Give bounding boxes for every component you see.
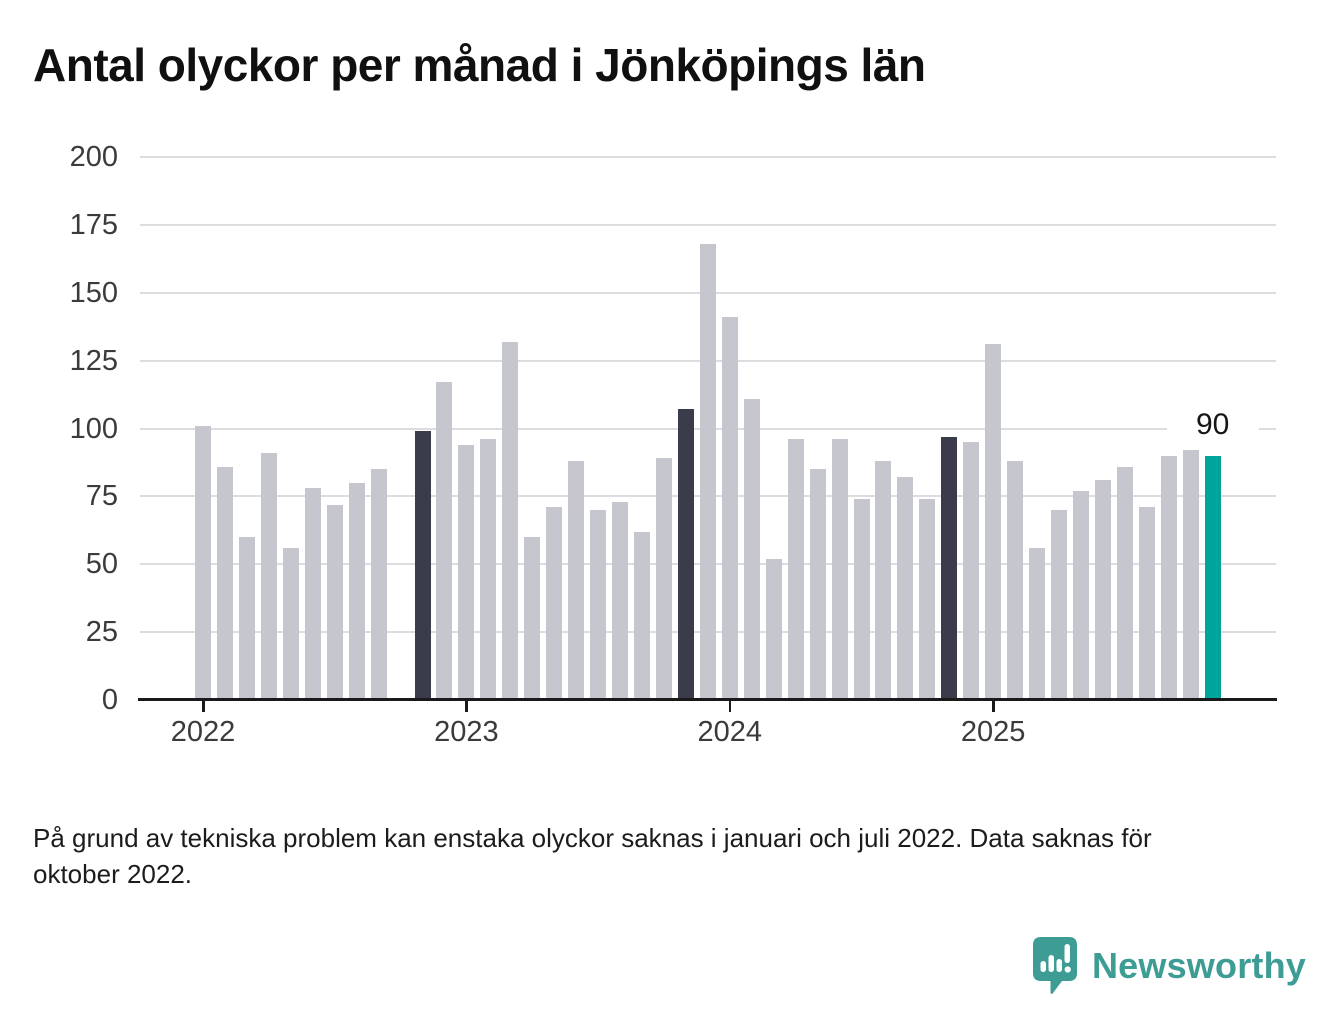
bar (195, 425, 211, 700)
bar (1007, 461, 1024, 700)
x-axis-label: 2022 (170, 716, 236, 748)
bar (568, 461, 585, 700)
bar (282, 547, 299, 700)
gridline (140, 223, 1276, 226)
bar (546, 507, 563, 700)
bar (634, 531, 650, 700)
x-axis-tick (992, 701, 995, 712)
footnote-line-1: På grund av tekniska problem kan enstaka… (33, 823, 1152, 853)
newsworthy-wordmark: Newsworthy (1091, 945, 1306, 986)
bar (831, 439, 848, 700)
bar (1073, 490, 1089, 700)
x-axis-label: 2024 (697, 716, 763, 748)
gridline (140, 156, 1276, 158)
bar (414, 431, 431, 700)
y-axis-label: 75 (85, 480, 118, 513)
bar (809, 469, 826, 700)
bar (238, 537, 255, 700)
bar (348, 482, 365, 700)
bar (590, 509, 607, 700)
y-axis-label: 25 (85, 616, 118, 649)
bar (963, 442, 980, 700)
bar (612, 501, 629, 700)
bar (304, 488, 321, 700)
x-axis-tick (202, 701, 205, 712)
bar (1051, 509, 1068, 700)
bar (370, 469, 387, 700)
bar (260, 452, 277, 700)
bar (1116, 466, 1133, 700)
bar (875, 461, 892, 700)
bar (1029, 547, 1046, 700)
chart-title: Antal olyckor per månad i Jönköpings län (33, 39, 926, 91)
bar (743, 398, 760, 700)
bar (326, 504, 343, 700)
y-axis-label: 150 (69, 276, 118, 309)
bar (216, 466, 233, 700)
bar-value-label: 90 (1166, 407, 1259, 442)
bar (480, 439, 497, 700)
y-axis-label: 175 (69, 208, 118, 241)
y-axis-label: 125 (69, 344, 118, 377)
attribution: Newsworthy (1032, 936, 1306, 996)
bar (765, 558, 782, 700)
bar (502, 341, 519, 700)
footnote-line-2: oktober 2022. (33, 859, 193, 889)
bar (677, 409, 694, 700)
bar (655, 458, 672, 700)
y-axis-label: 200 (69, 141, 118, 173)
bar (941, 436, 958, 700)
y-axis-label: 0 (101, 684, 118, 716)
bar (436, 382, 453, 700)
bar (699, 243, 716, 700)
y-axis-label: 100 (69, 412, 118, 445)
x-axis-label: 2025 (960, 716, 1026, 748)
bar (1138, 507, 1155, 700)
x-axis-label: 2023 (434, 716, 499, 748)
bar (524, 537, 541, 700)
bar (985, 344, 1002, 700)
bar (787, 439, 804, 700)
bar (1160, 455, 1177, 700)
bar (853, 499, 870, 700)
chart-footnote: På grund av tekniska problem kan enstaka… (33, 820, 1152, 892)
x-axis-tick (465, 701, 468, 712)
bar (919, 499, 936, 700)
bar (1204, 455, 1221, 700)
bar (1094, 480, 1111, 700)
y-axis-label: 50 (85, 548, 118, 581)
bar (897, 477, 914, 700)
x-axis-line (138, 698, 1277, 701)
bar (1182, 450, 1199, 700)
bar (721, 317, 738, 700)
newsworthy-logo-icon (1032, 937, 1077, 995)
bar (458, 444, 475, 700)
x-axis-tick (728, 701, 732, 712)
